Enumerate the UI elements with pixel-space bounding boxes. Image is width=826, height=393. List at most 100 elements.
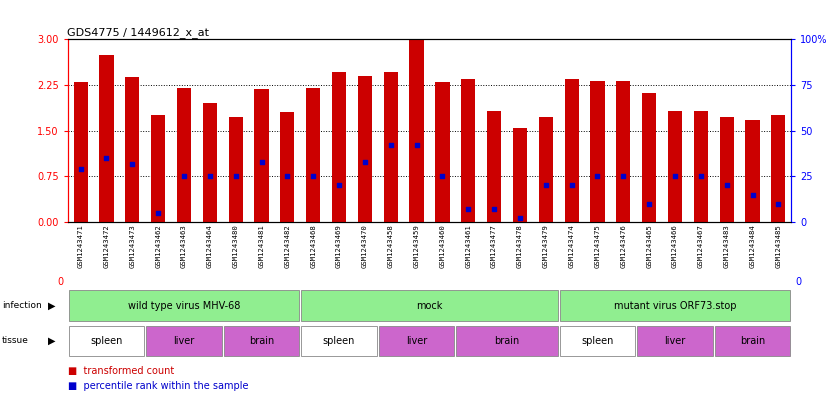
Bar	[435, 82, 449, 222]
Text: ■  percentile rank within the sample: ■ percentile rank within the sample	[68, 381, 249, 391]
Point	[358, 159, 372, 165]
Text: GSM1243458: GSM1243458	[387, 224, 394, 268]
Text: brain: brain	[495, 336, 520, 346]
Bar	[224, 325, 299, 356]
Bar	[668, 111, 682, 222]
Text: mock: mock	[416, 301, 443, 310]
Bar	[146, 325, 221, 356]
Point	[229, 173, 242, 180]
Text: GDS4775 / 1449612_x_at: GDS4775 / 1449612_x_at	[67, 27, 209, 38]
Bar	[539, 117, 553, 222]
Bar	[99, 55, 114, 222]
Text: GSM1243480: GSM1243480	[233, 224, 239, 268]
Text: GSM1243469: GSM1243469	[336, 224, 342, 268]
Bar	[202, 103, 217, 222]
Bar	[74, 82, 88, 222]
Bar	[69, 325, 145, 356]
Bar	[771, 116, 786, 222]
Text: GSM1243483: GSM1243483	[724, 224, 729, 268]
Point	[126, 160, 139, 167]
Point	[720, 182, 733, 189]
Point	[539, 182, 553, 189]
Text: GSM1243470: GSM1243470	[362, 224, 368, 268]
Bar	[280, 112, 295, 222]
Text: wild type virus MHV-68: wild type virus MHV-68	[128, 301, 240, 310]
Text: GSM1243484: GSM1243484	[749, 224, 756, 268]
Bar	[383, 72, 398, 222]
Point	[178, 173, 191, 180]
Text: infection: infection	[2, 301, 41, 310]
Point	[152, 210, 165, 216]
Text: GSM1243473: GSM1243473	[130, 224, 135, 268]
Text: spleen: spleen	[582, 336, 614, 346]
Bar	[745, 120, 760, 222]
Point	[462, 206, 475, 212]
Point	[410, 142, 423, 149]
Point	[771, 200, 785, 207]
Bar	[591, 81, 605, 222]
Bar	[616, 81, 630, 222]
Text: tissue: tissue	[2, 336, 29, 345]
Text: GSM1243459: GSM1243459	[414, 224, 420, 268]
Text: spleen: spleen	[323, 336, 355, 346]
Bar	[306, 88, 320, 222]
Text: GSM1243462: GSM1243462	[155, 224, 161, 268]
Bar	[301, 290, 558, 321]
Point	[203, 173, 216, 180]
Bar	[229, 117, 243, 222]
Text: GSM1243478: GSM1243478	[517, 224, 523, 268]
Bar	[358, 76, 372, 222]
Point	[255, 159, 268, 165]
Bar	[513, 128, 527, 222]
Bar	[564, 79, 579, 222]
Text: ▶: ▶	[48, 301, 55, 310]
Bar	[69, 290, 299, 321]
Text: GSM1243474: GSM1243474	[568, 224, 575, 268]
Bar	[151, 116, 165, 222]
Point	[436, 173, 449, 180]
Bar	[301, 325, 377, 356]
Bar	[254, 89, 268, 222]
Text: brain: brain	[249, 336, 274, 346]
Point	[487, 206, 501, 212]
Point	[695, 173, 708, 180]
Text: ■  transformed count: ■ transformed count	[68, 366, 174, 376]
Text: 0: 0	[58, 277, 64, 287]
Bar	[126, 77, 140, 222]
Bar	[714, 325, 790, 356]
Text: GSM1243463: GSM1243463	[181, 224, 187, 268]
Point	[281, 173, 294, 180]
Text: GSM1243476: GSM1243476	[620, 224, 626, 268]
Point	[333, 182, 346, 189]
Point	[668, 173, 681, 180]
Bar	[638, 325, 713, 356]
Text: 0: 0	[795, 277, 801, 287]
Bar	[461, 79, 476, 222]
Text: GSM1243461: GSM1243461	[465, 224, 472, 268]
Text: GSM1243481: GSM1243481	[259, 224, 264, 268]
Text: GSM1243468: GSM1243468	[311, 224, 316, 268]
Text: GSM1243464: GSM1243464	[206, 224, 213, 268]
Text: GSM1243482: GSM1243482	[284, 224, 291, 268]
Point	[565, 182, 578, 189]
Bar	[332, 72, 346, 222]
Bar	[560, 290, 790, 321]
Text: GSM1243479: GSM1243479	[543, 224, 548, 268]
Bar	[379, 325, 454, 356]
Bar	[457, 325, 558, 356]
Text: liver: liver	[664, 336, 686, 346]
Point	[591, 173, 604, 180]
Text: GSM1243467: GSM1243467	[698, 224, 704, 268]
Point	[384, 142, 397, 149]
Bar	[560, 325, 635, 356]
Bar	[694, 111, 708, 222]
Text: GSM1243477: GSM1243477	[491, 224, 497, 268]
Point	[617, 173, 630, 180]
Point	[74, 166, 88, 172]
Text: GSM1243475: GSM1243475	[595, 224, 601, 268]
Text: GSM1243460: GSM1243460	[439, 224, 445, 268]
Text: brain: brain	[740, 336, 765, 346]
Text: liver: liver	[173, 336, 195, 346]
Text: GSM1243465: GSM1243465	[646, 224, 653, 268]
Text: spleen: spleen	[90, 336, 123, 346]
